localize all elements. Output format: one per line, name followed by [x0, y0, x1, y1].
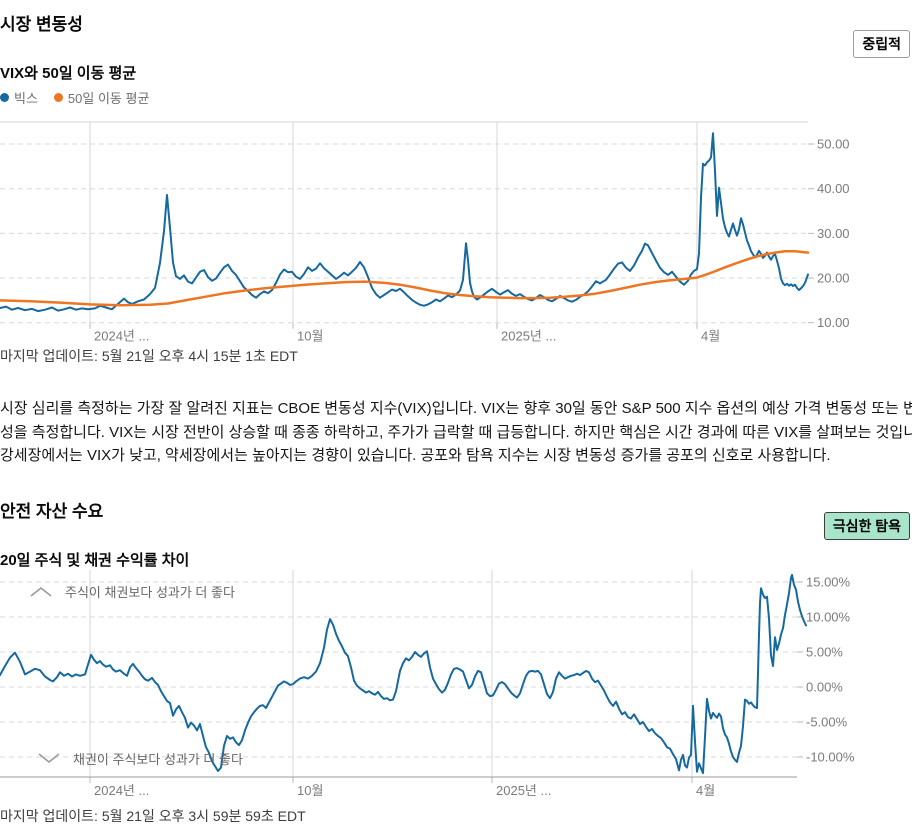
safe-haven-line-chart: 2024년 ... 10월 2025년 ... 4월 15.00% 10.00% 5.00%… [0, 570, 855, 798]
svg-text:4월: 4월 [701, 329, 720, 344]
section-title-safe-haven-demand: 안전 자산 수요 [0, 502, 104, 521]
svg-text:-5.00%: -5.00% [806, 715, 848, 730]
vix-chart-legend: 빅스 50일 이동 평균 [0, 88, 149, 107]
svg-text:30.00: 30.00 [817, 226, 850, 241]
svg-text:-10.00%: -10.00% [806, 750, 855, 765]
svg-text:10월: 10월 [297, 329, 323, 344]
market-volatility-description: 시장 심리를 측정하는 가장 잘 알려진 지표는 CBOE 변동성 지수(VIX… [0, 400, 912, 464]
vix-last-update: 마지막 업데이트: 5월 21일 오후 4시 15분 1초 EDT [0, 348, 298, 364]
legend-label-vix: 빅스 [14, 91, 38, 106]
chevron-up-icon [30, 586, 52, 597]
legend-item-moving-average: 50일 이동 평균 [53, 88, 150, 107]
svg-text:10.00%: 10.00% [806, 610, 851, 625]
svg-text:2025년 ...: 2025년 ... [501, 329, 556, 344]
annotation-up-label: 주식이 채권보다 성과가 더 좋다 [65, 585, 235, 600]
legend-item-vix: 빅스 [0, 88, 38, 107]
safe-haven-chart-title: 20일 주식 및 채권 수익률 차이 [0, 552, 190, 569]
vix-series-dot-icon [0, 93, 9, 102]
safe-haven-last-update: 마지막 업데이트: 5월 21일 오후 3시 59분 59초 EDT [0, 808, 306, 824]
annotation-stocks-outperform: 주식이 채권보다 성과가 더 좋다 [30, 582, 235, 601]
svg-text:5.00%: 5.00% [806, 645, 843, 660]
vix-chart-title: VIX와 50일 이동 평균 [0, 65, 137, 82]
svg-text:15.00%: 15.00% [806, 575, 851, 590]
moving-average-series-dot-icon [53, 93, 63, 102]
svg-text:4월: 4월 [696, 783, 715, 798]
svg-text:10월: 10월 [297, 783, 323, 798]
status-badge-neutral: 중립적 [853, 30, 910, 58]
annotation-down-label: 채권이 주식보다 성과가 더 좋다 [73, 752, 243, 767]
status-badge-extreme-greed: 극심한 탐욕 [823, 512, 910, 540]
legend-label-moving-average: 50일 이동 평균 [67, 91, 150, 106]
chevron-down-icon [38, 753, 60, 764]
annotation-bonds-outperform: 채권이 주식보다 성과가 더 좋다 [38, 749, 243, 768]
svg-text:0.00%: 0.00% [806, 680, 843, 695]
svg-text:40.00: 40.00 [817, 181, 850, 196]
svg-text:50.00: 50.00 [817, 137, 850, 152]
svg-text:2024년 ...: 2024년 ... [94, 329, 149, 344]
svg-text:2024년 ...: 2024년 ... [94, 783, 149, 798]
svg-text:20.00: 20.00 [817, 271, 850, 286]
section-title-market-volatility: 시장 변동성 [0, 15, 83, 34]
svg-text:2025년 ...: 2025년 ... [496, 783, 551, 798]
vix-line-chart: 2024년 ... 10월 2025년 ... 4월 50.00 40.00 30.00 20… [0, 121, 850, 344]
svg-text:10.00: 10.00 [817, 315, 850, 330]
